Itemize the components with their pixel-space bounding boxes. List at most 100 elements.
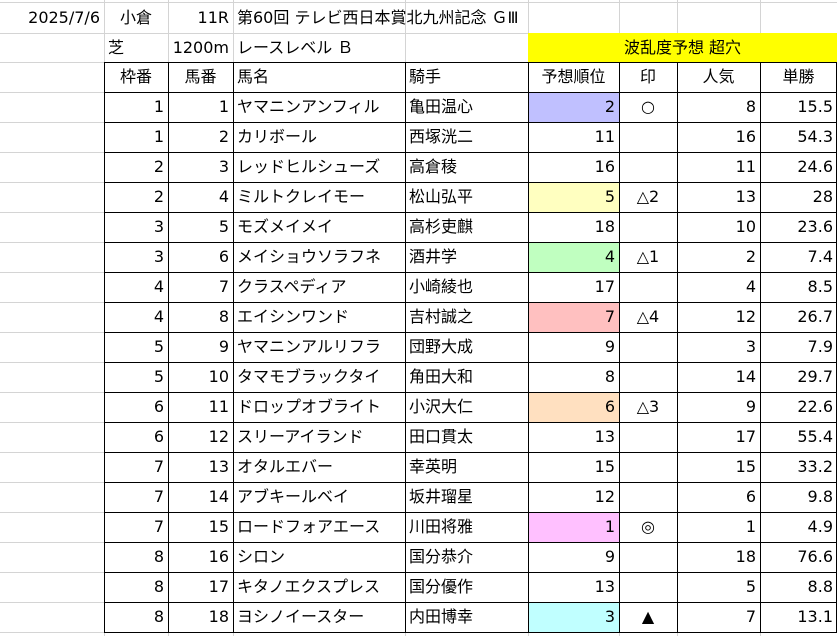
table-cell-waku[interactable]: 7 (153, 517, 164, 536)
table-cell-pop[interactable]: 9 (745, 397, 756, 416)
table-cell-jockey[interactable]: 田口貫太 (409, 427, 474, 446)
table-cell-waku[interactable]: 8 (153, 547, 164, 566)
table-cell-umaban[interactable]: 11 (208, 397, 229, 416)
table-cell-rank[interactable]: 15 (594, 457, 615, 476)
table-cell-name[interactable]: モズメイメイ (237, 217, 334, 236)
column-header[interactable]: 単勝 (782, 67, 815, 86)
table-cell-odds[interactable]: 33.2 (797, 457, 833, 476)
table-cell-umaban[interactable]: 18 (208, 607, 229, 626)
table-cell-mark[interactable]: ▲ (641, 607, 655, 626)
table-cell-odds[interactable]: 7.4 (807, 247, 833, 266)
table-cell-umaban[interactable]: 3 (218, 157, 229, 176)
table-cell-pop[interactable]: 5 (745, 577, 756, 596)
table-cell-odds[interactable]: 8.5 (807, 277, 833, 296)
table-cell-name[interactable]: クラスペディア (237, 277, 347, 296)
table-cell-pop[interactable]: 6 (745, 487, 756, 506)
table-cell-jockey[interactable]: 小沢大仁 (409, 397, 474, 416)
table-cell-pop[interactable]: 13 (735, 187, 756, 206)
table-cell-odds[interactable]: 23.6 (797, 217, 833, 236)
table-cell-jockey[interactable]: 松山弘平 (409, 187, 474, 206)
table-cell-pop[interactable]: 7 (745, 607, 756, 626)
table-cell-odds[interactable]: 4.9 (807, 517, 833, 536)
table-cell-umaban[interactable]: 4 (218, 187, 229, 206)
table-cell-waku[interactable]: 4 (153, 307, 164, 326)
table-cell-mark[interactable] (619, 332, 677, 362)
table-cell-odds[interactable]: 22.6 (797, 397, 833, 416)
table-cell-name[interactable]: ヤマニンアルリフラ (237, 337, 381, 356)
table-cell-name[interactable]: ロードフォアエース (237, 517, 381, 536)
table-cell-name[interactable]: スリーアイランド (237, 427, 364, 446)
table-cell-rank[interactable]: 9 (604, 337, 615, 356)
column-header[interactable]: 予想順位 (541, 67, 606, 86)
table-cell-name[interactable]: メイショウソラフネ (237, 247, 382, 266)
table-cell-rank[interactable]: 11 (594, 127, 615, 146)
table-cell-jockey[interactable]: 幸英明 (409, 457, 458, 476)
table-cell-mark[interactable] (619, 152, 677, 182)
table-cell-jockey[interactable]: 角田大和 (409, 367, 474, 386)
table-cell-mark[interactable] (619, 452, 677, 482)
table-cell-umaban[interactable]: 15 (208, 517, 229, 536)
table-cell-umaban[interactable]: 2 (218, 127, 229, 146)
column-header[interactable]: 人気 (702, 67, 735, 86)
table-cell-name[interactable]: カリボール (237, 127, 318, 146)
table-cell-rank[interactable]: 17 (594, 277, 615, 296)
table-cell-mark[interactable] (619, 122, 677, 152)
table-cell-jockey[interactable]: 坂井瑠星 (409, 487, 474, 506)
table-cell-odds[interactable]: 55.4 (797, 427, 833, 446)
table-cell-jockey[interactable]: 亀田温心 (409, 97, 474, 116)
race-name-cell[interactable]: 第60回 テレビ西日本賞北九州記念 ＧⅢ (237, 8, 519, 27)
race-number-cell[interactable]: 11R (197, 8, 229, 27)
table-cell-rank[interactable]: 2 (528, 92, 619, 122)
forecast-cell[interactable]: 波乱度予想 超穴 (528, 33, 837, 62)
table-cell-rank[interactable]: 5 (528, 182, 619, 212)
table-cell-odds[interactable]: 29.7 (797, 367, 833, 386)
column-header[interactable]: 印 (639, 67, 656, 86)
table-cell-jockey[interactable]: 吉村誠之 (409, 307, 474, 326)
table-cell-name[interactable]: ヨシノイースター (237, 607, 365, 626)
table-cell-waku[interactable]: 4 (153, 277, 164, 296)
table-cell-waku[interactable]: 5 (153, 337, 164, 356)
table-cell-name[interactable]: シロン (237, 547, 286, 566)
table-cell-waku[interactable]: 7 (153, 457, 164, 476)
table-cell-pop[interactable]: 14 (735, 367, 756, 386)
table-cell-umaban[interactable]: 6 (218, 247, 229, 266)
table-cell-waku[interactable]: 8 (153, 607, 164, 626)
table-cell-umaban[interactable]: 17 (208, 577, 229, 596)
table-cell-mark[interactable] (619, 362, 677, 392)
table-cell-waku[interactable]: 2 (153, 187, 164, 206)
table-cell-odds[interactable]: 26.7 (797, 307, 833, 326)
table-cell-name[interactable]: ドロップオブライト (237, 397, 382, 416)
table-cell-odds[interactable]: 9.8 (807, 487, 833, 506)
table-cell-name[interactable]: エイシンワンド (237, 307, 350, 326)
table-cell-rank[interactable]: 1 (528, 512, 619, 542)
table-cell-umaban[interactable]: 9 (218, 337, 229, 356)
table-cell-umaban[interactable]: 14 (208, 487, 229, 506)
table-cell-mark[interactable]: △3 (636, 397, 660, 416)
table-cell-mark[interactable] (619, 542, 677, 572)
race-level-cell[interactable]: レースレベル Ｂ (237, 38, 354, 57)
table-cell-mark[interactable]: △1 (636, 247, 660, 266)
table-cell-mark[interactable]: △4 (636, 307, 660, 326)
table-cell-umaban[interactable]: 5 (218, 217, 229, 236)
table-cell-pop[interactable]: 17 (735, 427, 756, 446)
table-cell-odds[interactable]: 13.1 (797, 607, 833, 626)
table-cell-pop[interactable]: 4 (745, 277, 756, 296)
table-cell-waku[interactable]: 2 (153, 157, 164, 176)
table-cell-mark[interactable] (619, 482, 677, 512)
table-cell-name[interactable]: レッドヒルシューズ (237, 157, 381, 176)
table-cell-pop[interactable]: 10 (735, 217, 756, 236)
column-header[interactable]: 馬番 (184, 67, 217, 86)
table-cell-odds[interactable]: 7.9 (807, 337, 833, 356)
table-cell-odds[interactable]: 54.3 (797, 127, 833, 146)
table-cell-jockey[interactable]: 団野大成 (409, 337, 474, 356)
table-cell-pop[interactable]: 2 (745, 247, 756, 266)
table-cell-name[interactable]: アブキールベイ (237, 487, 350, 506)
table-cell-name[interactable]: オタルエバー (237, 457, 334, 476)
table-cell-pop[interactable]: 15 (735, 457, 756, 476)
column-header[interactable]: 騎手 (409, 67, 442, 86)
table-cell-mark[interactable]: ◎ (641, 517, 655, 536)
table-cell-waku[interactable]: 8 (153, 577, 164, 596)
table-cell-rank[interactable]: 3 (528, 602, 619, 632)
table-cell-rank[interactable]: 12 (594, 487, 615, 506)
table-cell-odds[interactable]: 8.8 (807, 577, 833, 596)
